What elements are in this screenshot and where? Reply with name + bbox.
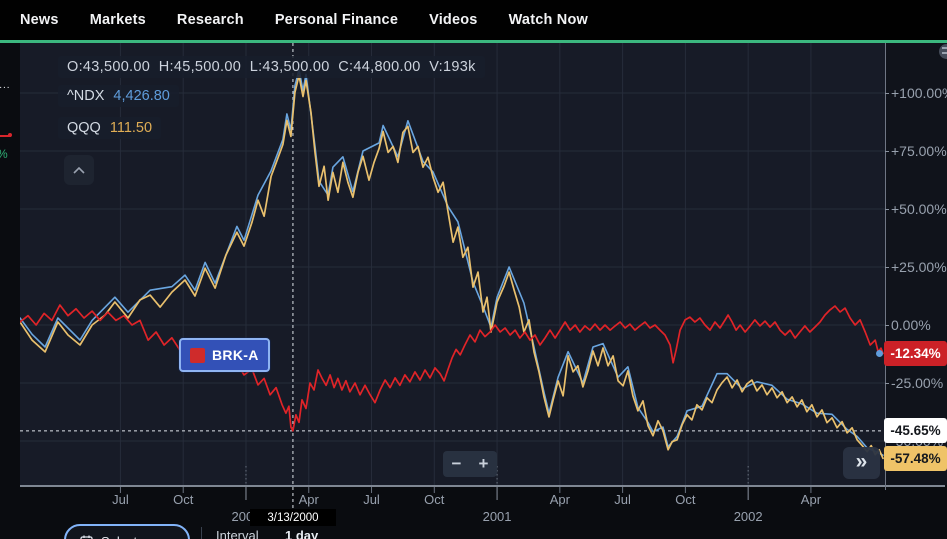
x-axis-year-label: 2001 bbox=[482, 509, 512, 524]
nav-item-personal-finance[interactable]: Personal Finance bbox=[274, 12, 399, 28]
select-range-label: Select range bbox=[101, 534, 174, 539]
nav-item-research[interactable]: Research bbox=[176, 12, 244, 28]
select-range-button[interactable]: Select range bbox=[64, 524, 190, 539]
x-axis-month-label: Oct bbox=[173, 492, 194, 507]
x-axis-year-label: 2002 bbox=[733, 509, 763, 524]
chart-plot-area[interactable] bbox=[20, 43, 885, 485]
ndx-symbol: ^NDX bbox=[67, 88, 105, 104]
price-badge: -45.65% bbox=[884, 418, 947, 444]
zoom-in-button[interactable]: + bbox=[478, 454, 489, 473]
x-axis-month-label: Jul bbox=[363, 492, 380, 507]
calendar-icon bbox=[80, 535, 93, 539]
y-axis-label: +75.00% bbox=[891, 143, 947, 159]
ndx-value: 4,426.80 bbox=[113, 88, 170, 104]
y-axis-label: -25.00% bbox=[891, 375, 944, 391]
chevron-up-icon bbox=[73, 166, 85, 174]
nav-underline bbox=[0, 40, 947, 43]
zoom-out-button[interactable]: − bbox=[451, 454, 462, 473]
x-axis-month-label: Oct bbox=[675, 492, 696, 507]
price-badge: -12.34% bbox=[884, 341, 947, 367]
price-badge: -57.48% bbox=[884, 445, 947, 471]
qqq-symbol: QQQ bbox=[67, 120, 101, 136]
top-nav: News Markets Research Personal Finance V… bbox=[0, 0, 947, 40]
y-axis-label: +100.00% bbox=[891, 85, 947, 101]
time-axis-line bbox=[20, 485, 945, 487]
qqq-value: 111.50 bbox=[109, 120, 153, 136]
x-axis-month-label: Jul bbox=[614, 492, 631, 507]
x-axis-month-label: Oct bbox=[424, 492, 445, 507]
y-tick-mark bbox=[885, 324, 889, 326]
nav-item-watch-now[interactable]: Watch Now bbox=[508, 12, 588, 28]
y-axis-label: +25.00% bbox=[891, 259, 947, 275]
y-tick-mark bbox=[885, 382, 889, 384]
collapse-legend-button[interactable] bbox=[64, 155, 94, 185]
crosshair-date-tooltip: 3/13/2000 bbox=[250, 509, 336, 526]
y-tick-mark bbox=[885, 208, 889, 210]
zoom-control: − + bbox=[443, 451, 497, 477]
cropped-side-text: l... bbox=[0, 80, 11, 91]
x-axis-month-label: Apr bbox=[800, 492, 822, 507]
y-tick-mark bbox=[885, 150, 889, 152]
nav-item-news[interactable]: News bbox=[20, 12, 59, 28]
y-tick-mark bbox=[885, 266, 889, 268]
toolbar-divider bbox=[201, 527, 202, 539]
y-axis-label: 0.00% bbox=[891, 317, 931, 333]
brka-label: BRK-A bbox=[212, 347, 259, 363]
x-axis-month-label: Jul bbox=[112, 492, 129, 507]
price-axis-area[interactable] bbox=[885, 43, 947, 485]
ohlc-readout: O:43,500.00 H:45,500.00 L:43,500.00 C:44… bbox=[58, 56, 485, 78]
menu-icon[interactable] bbox=[939, 44, 947, 59]
brka-color-swatch bbox=[190, 347, 205, 363]
interval-label: Interval bbox=[216, 528, 259, 539]
nav-item-markets[interactable]: Markets bbox=[89, 12, 146, 28]
legend-qqq[interactable]: QQQ 111.50 bbox=[58, 117, 162, 139]
legend-ndx[interactable]: ^NDX 4,426.80 bbox=[58, 85, 179, 107]
scroll-forward-button[interactable]: » bbox=[843, 447, 880, 479]
interval-value-dropdown[interactable]: 1 day bbox=[285, 528, 319, 539]
y-axis-label: +50.00% bbox=[891, 201, 947, 217]
cropped-sparkline-icon bbox=[0, 133, 12, 137]
x-axis-month-label: Apr bbox=[549, 492, 570, 507]
x-axis-month-label: Apr bbox=[298, 492, 319, 507]
brka-legend-chip[interactable]: BRK-A bbox=[179, 338, 270, 372]
nav-item-videos[interactable]: Videos bbox=[429, 12, 478, 28]
y-tick-mark bbox=[885, 92, 889, 94]
cropped-percent-label: % bbox=[0, 147, 8, 161]
